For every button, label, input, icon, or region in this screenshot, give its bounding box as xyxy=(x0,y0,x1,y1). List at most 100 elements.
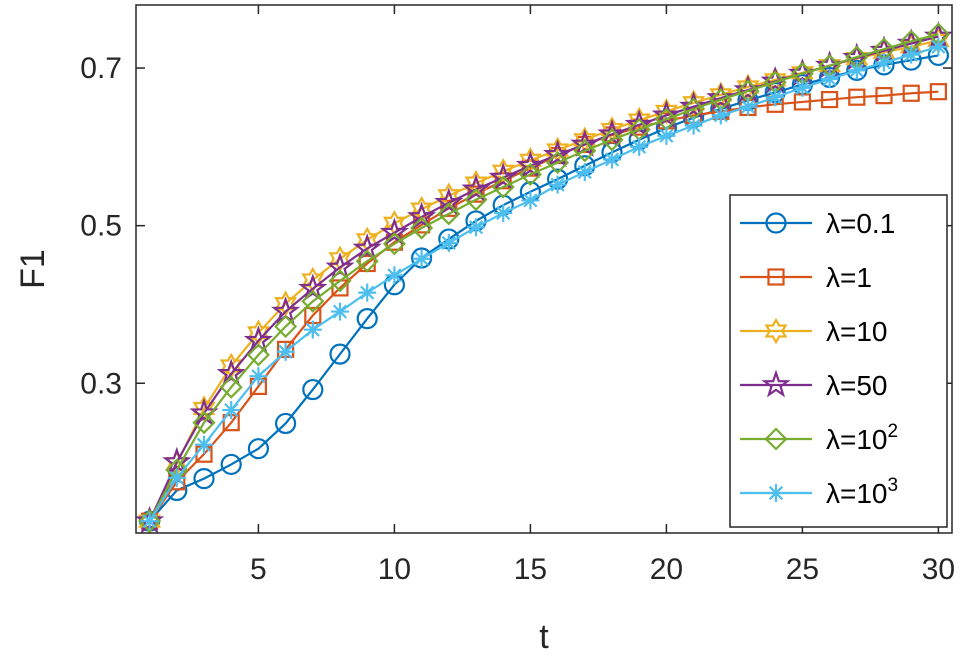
legend-swatch-marker xyxy=(767,484,785,502)
data-point xyxy=(600,128,624,152)
data-point xyxy=(875,53,893,72)
axes-layer: 5 10 15 20 25 30 0.3 0.5 0.7 xyxy=(80,4,955,586)
x-tick-label: 10 xyxy=(378,553,411,586)
data-point xyxy=(410,195,434,223)
data-point xyxy=(902,84,920,102)
data-point xyxy=(410,216,434,240)
data-point xyxy=(627,106,651,134)
legend-box xyxy=(729,194,948,528)
data-point xyxy=(543,139,573,168)
data-point xyxy=(193,468,215,490)
legend-label: λ=10 xyxy=(826,316,888,347)
legend-swatch-marker xyxy=(764,317,788,345)
data-point xyxy=(575,163,594,182)
y-tick-label: 0.7 xyxy=(80,52,122,85)
y-axis-label: F1 xyxy=(14,249,52,289)
data-point xyxy=(929,83,948,101)
legend-item: λ=102 xyxy=(740,421,898,455)
data-point xyxy=(356,308,378,330)
legend-label: λ=50 xyxy=(826,370,888,401)
data-point xyxy=(220,453,242,476)
legend-label: λ=1 xyxy=(826,262,872,293)
x-tick-label: 25 xyxy=(786,553,819,586)
legend-label: λ=102 xyxy=(826,421,898,455)
data-point xyxy=(246,343,270,367)
data-point xyxy=(274,314,298,339)
data-point xyxy=(439,233,458,252)
data-point xyxy=(464,188,488,212)
data-point xyxy=(276,342,295,361)
data-point xyxy=(222,401,241,420)
data-point xyxy=(570,129,600,157)
data-point xyxy=(902,45,921,64)
legend-label: λ=0.1 xyxy=(826,208,895,239)
y-tick-label: 0.3 xyxy=(80,367,122,400)
data-point xyxy=(192,395,216,422)
legend: λ=0.1 λ=1 λ=10 λ=50 λ=102 λ=103 xyxy=(729,194,948,528)
data-point xyxy=(546,151,570,175)
data-point xyxy=(488,162,518,190)
data-point xyxy=(875,87,893,105)
data-point xyxy=(407,201,437,230)
data-point xyxy=(848,88,866,106)
data-point xyxy=(820,70,839,89)
axes-frame xyxy=(135,4,953,534)
data-point xyxy=(494,204,513,223)
data-point xyxy=(820,90,839,109)
x-tick-label: 5 xyxy=(250,553,267,586)
y-tick-label: 0.5 xyxy=(80,210,122,243)
data-point xyxy=(467,218,485,237)
legend-item: λ=1 xyxy=(740,262,872,293)
legend-swatch-marker xyxy=(767,268,785,286)
data-point xyxy=(787,58,817,86)
data-point xyxy=(385,266,404,285)
data-point xyxy=(140,512,159,531)
legend-item: λ=10 xyxy=(740,316,888,347)
data-point xyxy=(711,106,730,125)
data-point xyxy=(847,61,866,80)
data-point xyxy=(733,74,763,103)
data-point xyxy=(162,446,192,475)
data-point xyxy=(739,97,757,116)
data-point xyxy=(434,187,464,216)
data-point xyxy=(573,139,597,163)
data-point xyxy=(138,509,162,533)
data-point xyxy=(331,302,349,321)
data-point xyxy=(679,91,709,120)
data-point xyxy=(929,37,948,56)
legend-swatch-marker xyxy=(764,427,788,451)
data-point xyxy=(760,66,790,94)
legend-item: λ=103 xyxy=(740,475,898,509)
data-point xyxy=(355,249,379,273)
legend-label: λ=103 xyxy=(826,475,898,509)
data-point xyxy=(412,249,431,268)
x-axis-label: t xyxy=(539,618,549,656)
data-point xyxy=(706,82,736,111)
data-point xyxy=(358,283,377,302)
data-point xyxy=(379,217,409,246)
data-point xyxy=(518,162,542,186)
data-point xyxy=(219,375,243,399)
data-point xyxy=(461,174,491,202)
x-tick-label: 20 xyxy=(650,553,683,586)
data-point xyxy=(709,81,733,109)
data-point xyxy=(247,438,269,460)
data-point xyxy=(192,411,216,435)
data-point xyxy=(249,367,268,386)
data-point xyxy=(521,191,540,210)
data-point xyxy=(682,89,706,116)
data-point xyxy=(654,98,678,125)
data-point xyxy=(302,378,324,401)
legend-swatch-marker xyxy=(761,369,791,398)
data-point xyxy=(630,137,649,156)
x-tick-label: 15 xyxy=(514,553,547,586)
data-point xyxy=(491,175,515,199)
legend-swatch-marker xyxy=(765,212,787,234)
data-point xyxy=(195,435,213,454)
data-point xyxy=(328,269,352,293)
data-point xyxy=(167,468,186,487)
series-layer xyxy=(135,21,953,535)
data-point xyxy=(440,199,458,217)
data-point xyxy=(657,126,676,145)
